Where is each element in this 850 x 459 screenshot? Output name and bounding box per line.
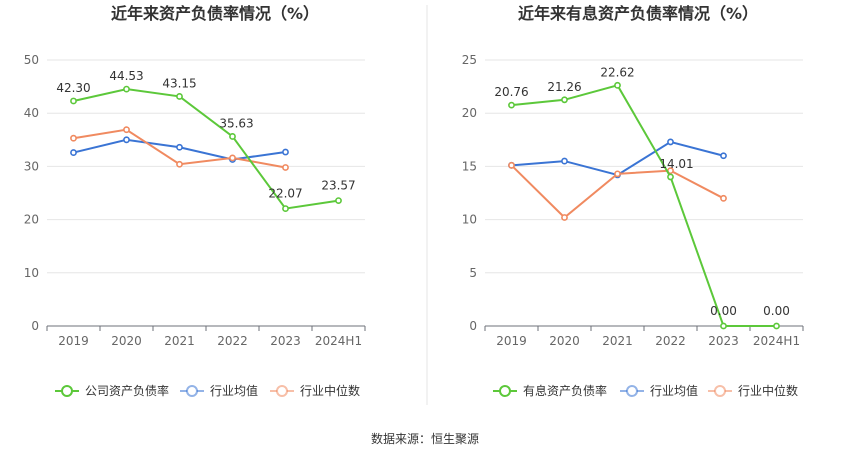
legend-label: 行业均值: [210, 383, 258, 398]
series-line: [511, 84, 777, 327]
x-tick-label: 2021: [602, 334, 633, 348]
legend-marker: [276, 385, 288, 397]
legend-marker: [626, 385, 638, 397]
data-point[interactable]: [176, 93, 183, 100]
data-point[interactable]: [614, 170, 621, 178]
x-tick-label: 2022: [655, 334, 686, 348]
y-tick-label: 0: [31, 319, 39, 333]
data-label: 22.62: [600, 65, 634, 79]
data-point[interactable]: [282, 148, 289, 156]
data-label: 0.00: [710, 304, 737, 318]
y-tick-label: 40: [24, 106, 39, 120]
series-line: [73, 88, 339, 210]
data-point[interactable]: [720, 322, 727, 330]
legend-label: 公司资产负债率: [85, 383, 169, 398]
data-point[interactable]: [508, 161, 515, 169]
legend-item-3[interactable]: 行业中位数: [270, 383, 360, 398]
y-tick-label: 25: [462, 53, 477, 67]
data-point[interactable]: [123, 85, 130, 93]
data-point[interactable]: [229, 154, 236, 162]
legend-item-2[interactable]: 行业均值: [180, 383, 258, 398]
data-point[interactable]: [282, 164, 289, 171]
legend-item-3[interactable]: 行业中位数: [708, 383, 798, 398]
data-point[interactable]: [123, 136, 130, 144]
series-1: 20.76 21.26 22.62 14.01 0.00 0.00: [494, 65, 790, 330]
x-tick-label: 2023: [270, 334, 301, 348]
chart-title: 近年来有息资产负债率情况（%）: [518, 4, 758, 23]
data-label: 44.53: [109, 69, 143, 83]
legend-item-1[interactable]: 公司资产负债率: [55, 383, 169, 398]
y-tick-label: 20: [24, 213, 39, 227]
data-point[interactable]: [508, 101, 515, 109]
series-2: [70, 136, 289, 163]
x-tick-label: 2019: [58, 334, 89, 348]
x-tick-label: 2024H1: [753, 334, 800, 348]
data-point[interactable]: [176, 143, 183, 151]
x-tick-label: 2022: [217, 334, 248, 348]
data-label: 21.26: [547, 80, 581, 94]
data-label: 20.76: [494, 85, 528, 99]
data-point[interactable]: [720, 152, 727, 160]
data-point[interactable]: [70, 97, 77, 105]
data-point[interactable]: [70, 149, 77, 156]
data-label: 23.57: [321, 179, 355, 193]
data-source-note: 数据来源：恒生聚源: [370, 432, 479, 446]
data-point[interactable]: [614, 81, 621, 89]
legend-marker: [61, 385, 73, 397]
data-label: 0.00: [763, 304, 790, 318]
series-1: 42.30 44.53 43.15 35.63 22.07 23.57: [56, 69, 356, 212]
data-point[interactable]: [561, 157, 568, 165]
data-point[interactable]: [282, 205, 289, 212]
chart-title: 近年来资产负债率情况（%）: [111, 4, 319, 23]
legend-label: 行业均值: [650, 383, 698, 398]
data-label: 43.15: [162, 76, 196, 90]
data-label: 35.63: [219, 116, 253, 130]
y-tick-label: 0: [469, 319, 477, 333]
y-tick-label: 30: [24, 159, 39, 173]
y-tick-label: 15: [462, 159, 477, 173]
series-3: [508, 161, 727, 221]
data-point[interactable]: [70, 134, 77, 142]
chart-panel-1: 近年来资产负债率情况（%） 0 10 20 30 40 50 2019 2020 2021 2022…: [24, 4, 366, 398]
data-label: 22.07: [268, 187, 302, 201]
legend-marker: [499, 385, 511, 397]
legend-label: 行业中位数: [300, 383, 360, 398]
data-point[interactable]: [123, 126, 130, 134]
legend-label: 有息资产负债率: [523, 383, 607, 398]
x-tick-label: 2024H1: [315, 334, 362, 348]
legend-marker: [186, 385, 198, 397]
data-point[interactable]: [720, 194, 727, 202]
x-tick-label: 2019: [496, 334, 527, 348]
data-label: 42.30: [56, 81, 90, 95]
y-tick-label: 10: [462, 213, 477, 227]
x-tick-label: 2021: [164, 334, 195, 348]
y-tick-label: 20: [462, 106, 477, 120]
legend-marker: [714, 385, 726, 397]
data-point[interactable]: [773, 322, 780, 330]
data-point[interactable]: [667, 138, 674, 146]
data-point[interactable]: [335, 197, 342, 205]
legend-label: 行业中位数: [738, 383, 798, 398]
data-point[interactable]: [561, 214, 568, 221]
chart-panel-2: 近年来有息资产负债率情况（%） 0 5 10 15 20 25 2019 2020 2021 202…: [462, 4, 804, 398]
data-point[interactable]: [176, 160, 183, 168]
data-label: 14.01: [659, 157, 693, 171]
y-tick-label: 10: [24, 266, 39, 280]
y-tick-label: 5: [469, 266, 477, 280]
x-tick-label: 2023: [708, 334, 739, 348]
y-tick-label: 50: [24, 53, 39, 67]
data-point[interactable]: [561, 96, 568, 104]
data-point[interactable]: [229, 133, 236, 140]
x-tick-label: 2020: [111, 334, 142, 348]
x-tick-label: 2020: [549, 334, 580, 348]
legend-item-1[interactable]: 有息资产负债率: [493, 383, 607, 398]
legend-item-2[interactable]: 行业均值: [620, 383, 698, 398]
data-point[interactable]: [667, 173, 674, 181]
